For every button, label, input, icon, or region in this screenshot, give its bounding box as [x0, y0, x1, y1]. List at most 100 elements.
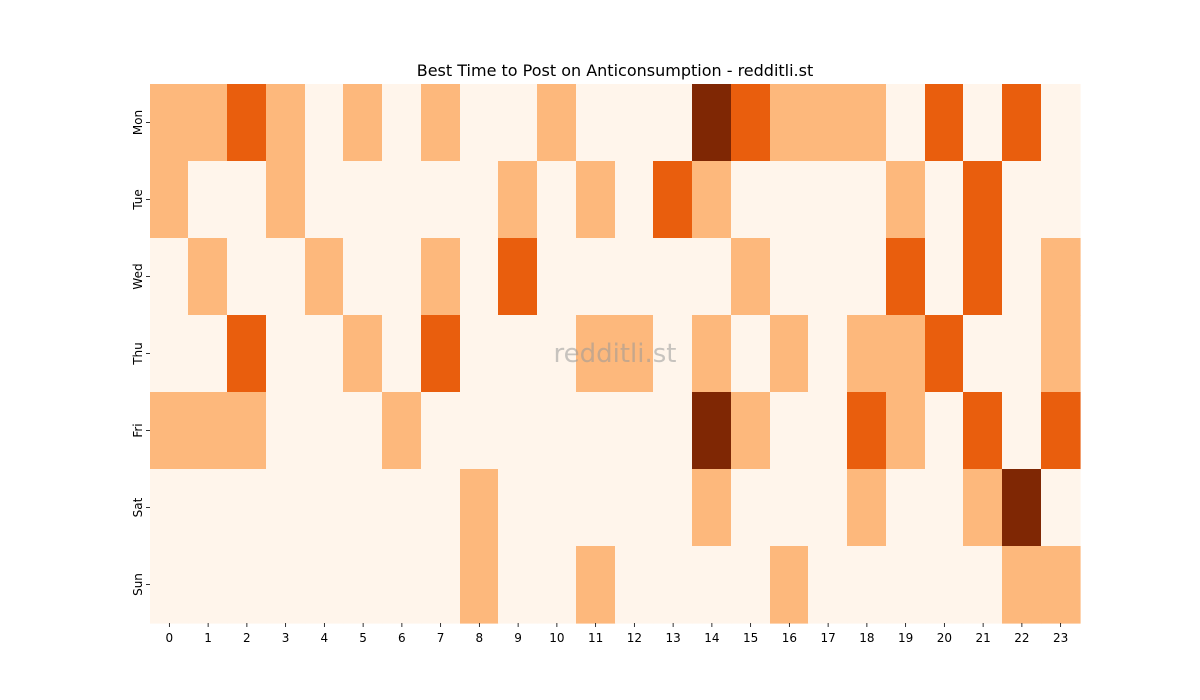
heatmap-cell-thu-16 — [770, 315, 809, 393]
heatmap-cell-thu-12 — [615, 315, 654, 393]
heatmap-cell-sun-6 — [382, 546, 422, 624]
heatmap-cell-tue-0 — [150, 161, 189, 239]
heatmap-cell-tue-17 — [808, 161, 848, 239]
heatmap-cell-wed-0 — [150, 238, 189, 316]
heatmap-cell-sun-5 — [343, 546, 383, 624]
chart-title: Best Time to Post on Anticonsumption - r… — [417, 61, 814, 80]
heatmap-cell-mon-23 — [1041, 84, 1081, 162]
x-tick-label-21: 21 — [975, 631, 990, 645]
heatmap-cell-tue-8 — [460, 161, 499, 239]
heatmap-cell-fri-22 — [1002, 392, 1042, 470]
y-tick-label-mon: Mon — [131, 110, 145, 135]
heatmap-cell-sat-8 — [460, 469, 499, 547]
heatmap-cell-thu-7 — [421, 315, 461, 393]
heatmap-cell-mon-16 — [770, 84, 809, 162]
x-tick-label-2: 2 — [243, 631, 251, 645]
heatmap-cell-wed-22 — [1002, 238, 1042, 316]
heatmap-cell-fri-7 — [421, 392, 461, 470]
heatmap-cell-wed-19 — [886, 238, 926, 316]
heatmap-cell-sat-14 — [692, 469, 732, 547]
heatmap-cell-fri-23 — [1041, 392, 1081, 470]
heatmap-cell-thu-1 — [188, 315, 228, 393]
heatmap-cell-fri-1 — [188, 392, 228, 470]
x-tick-label-12: 12 — [627, 631, 642, 645]
heatmap-cell-fri-19 — [886, 392, 926, 470]
y-axis-ticks: Mon Tue Wed Thu Fri Sat Sun — [131, 110, 150, 596]
heatmap-cell-mon-11 — [576, 84, 616, 162]
heatmap-cell-thu-6 — [382, 315, 422, 393]
heatmap-cell-wed-21 — [963, 238, 1003, 316]
heatmap-cell-sun-3 — [266, 546, 306, 624]
x-tick-label-19: 19 — [898, 631, 913, 645]
heatmap-cell-thu-17 — [808, 315, 848, 393]
heatmap-cell-wed-12 — [615, 238, 654, 316]
heatmap-cell-mon-0 — [150, 84, 189, 162]
heatmap-cell-mon-7 — [421, 84, 461, 162]
y-tick-label-sun: Sun — [131, 573, 145, 596]
heatmap-cell-sun-19 — [886, 546, 926, 624]
heatmap-cell-thu-23 — [1041, 315, 1081, 393]
heatmap-cell-tue-14 — [692, 161, 732, 239]
heatmap-cell-sun-16 — [770, 546, 809, 624]
heatmap-cell-sat-12 — [615, 469, 654, 547]
heatmap-cell-thu-0 — [150, 315, 189, 393]
heatmap-cell-mon-17 — [808, 84, 848, 162]
heatmap-cell-tue-12 — [615, 161, 654, 239]
heatmap-cell-fri-5 — [343, 392, 383, 470]
heatmap-cell-thu-18 — [847, 315, 887, 393]
heatmap-cell-tue-21 — [963, 161, 1003, 239]
heatmap-cell-thu-21 — [963, 315, 1003, 393]
watermark: redditli.st — [554, 339, 677, 369]
x-tick-label-15: 15 — [743, 631, 758, 645]
heatmap-cell-mon-4 — [305, 84, 344, 162]
heatmap-cell-wed-8 — [460, 238, 499, 316]
heatmap-cell-fri-14 — [692, 392, 732, 470]
heatmap-cell-fri-6 — [382, 392, 422, 470]
y-tick-label-wed: Wed — [131, 263, 145, 289]
heatmap-cell-wed-14 — [692, 238, 732, 316]
heatmap-cell-sat-21 — [963, 469, 1003, 547]
heatmap-cell-sat-15 — [731, 469, 771, 547]
heatmap-cell-wed-9 — [498, 238, 538, 316]
heatmap-cell-sat-3 — [266, 469, 306, 547]
heatmap-cell-mon-18 — [847, 84, 887, 162]
heatmap-cell-wed-1 — [188, 238, 228, 316]
heatmap-cell-tue-5 — [343, 161, 383, 239]
x-tick-label-16: 16 — [782, 631, 797, 645]
heatmap-cell-wed-13 — [653, 238, 693, 316]
heatmap-cell-thu-11 — [576, 315, 616, 393]
heatmap-cell-sun-9 — [498, 546, 538, 624]
heatmap-cell-thu-20 — [925, 315, 964, 393]
heatmap-cell-fri-10 — [537, 392, 577, 470]
x-tick-label-1: 1 — [204, 631, 212, 645]
heatmap-cell-tue-6 — [382, 161, 422, 239]
x-tick-label-7: 7 — [437, 631, 445, 645]
heatmap-cell-sat-19 — [886, 469, 926, 547]
heatmap-cell-fri-17 — [808, 392, 848, 470]
heatmap-cell-tue-1 — [188, 161, 228, 239]
heatmap-cell-wed-5 — [343, 238, 383, 316]
heatmap-cell-sun-20 — [925, 546, 964, 624]
heatmap-cell-mon-12 — [615, 84, 654, 162]
heatmap-cell-fri-9 — [498, 392, 538, 470]
x-tick-label-23: 23 — [1053, 631, 1068, 645]
heatmap-cell-fri-20 — [925, 392, 964, 470]
heatmap-cell-wed-2 — [227, 238, 267, 316]
heatmap-cell-sat-18 — [847, 469, 887, 547]
heatmap-cell-mon-14 — [692, 84, 732, 162]
heatmap-cell-tue-11 — [576, 161, 616, 239]
heatmap-cell-sun-4 — [305, 546, 344, 624]
heatmap-cell-thu-8 — [460, 315, 499, 393]
heatmap-cell-mon-3 — [266, 84, 306, 162]
heatmap-cell-sun-7 — [421, 546, 461, 624]
heatmap-cell-mon-6 — [382, 84, 422, 162]
heatmap-cell-tue-18 — [847, 161, 887, 239]
heatmap-cell-sat-5 — [343, 469, 383, 547]
heatmap-cell-fri-3 — [266, 392, 306, 470]
heatmap-cell-sat-13 — [653, 469, 693, 547]
x-tick-label-10: 10 — [549, 631, 564, 645]
heatmap-cell-wed-6 — [382, 238, 422, 316]
heatmap-cell-thu-13 — [653, 315, 693, 393]
heatmap-cell-fri-18 — [847, 392, 887, 470]
